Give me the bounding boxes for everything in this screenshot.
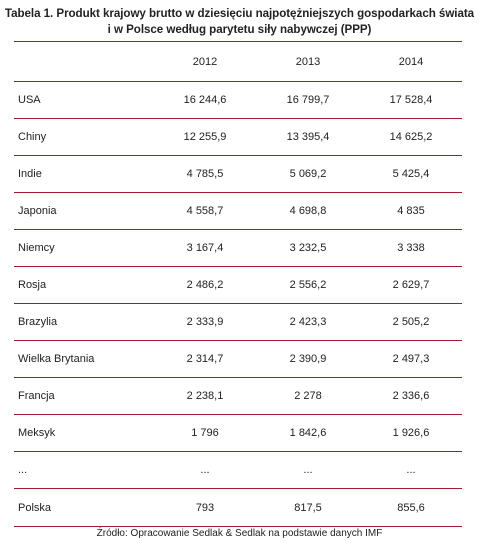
country-name: ... xyxy=(18,464,28,476)
country-name: USA xyxy=(18,94,41,106)
value-2012: 2 238,1 xyxy=(186,390,224,402)
country-name: Polska xyxy=(18,501,52,514)
value-2013: 2 556,2 xyxy=(289,279,327,291)
value-2013: 1 842,6 xyxy=(289,427,327,439)
table-row: Meksyk 1 796 1 842,6 1 926,6 xyxy=(14,415,462,452)
value-2013: 2 390,9 xyxy=(289,353,327,365)
gdp-table: 2012 2013 2014 USA 16 244,6 16 799,7 17 … xyxy=(14,41,462,527)
value-2013: 13 395,4 xyxy=(286,131,330,143)
value-2013: 5 069,2 xyxy=(289,168,327,180)
value-2014: 17 528,4 xyxy=(389,94,433,106)
value-2014: 3 338 xyxy=(397,242,425,254)
table-row: Wielka Brytania 2 314,7 2 390,9 2 497,3 xyxy=(14,341,462,378)
value-2014: 1 926,6 xyxy=(392,427,430,439)
source-note: Źródło: Opracowanie Sedlak & Sedlak na p… xyxy=(96,528,383,539)
value-2012: 2 333,9 xyxy=(186,316,224,328)
value-2013: 2 423,3 xyxy=(289,316,327,328)
table-title-line-2: i w Polsce według parytetu siły nabywcze… xyxy=(107,23,372,36)
value-2014: ... xyxy=(406,464,416,476)
table-row: Rosja 2 486,2 2 556,2 2 629,7 xyxy=(14,267,462,304)
header-cell-2013: 2013 xyxy=(295,55,321,68)
value-2012: 793 xyxy=(195,501,215,514)
table-row: Brazylia 2 333,9 2 423,3 2 505,2 xyxy=(14,304,462,341)
table-row: Polska 793 817,5 855,6 xyxy=(14,489,462,526)
table-row: Indie 4 785,5 5 069,2 5 425,4 xyxy=(14,156,462,193)
table-row: Chiny 12 255,9 13 395,4 14 625,2 xyxy=(14,119,462,156)
value-2013: ... xyxy=(303,464,313,476)
value-2012: 3 167,4 xyxy=(186,242,224,254)
value-2014: 14 625,2 xyxy=(389,131,433,143)
header-cell-2012: 2012 xyxy=(192,55,218,68)
country-name: Japonia xyxy=(18,205,57,217)
country-name: Meksyk xyxy=(18,427,56,439)
value-2013: 3 232,5 xyxy=(289,242,327,254)
value-2012: 12 255,9 xyxy=(183,131,227,143)
value-2013: 2 278 xyxy=(294,390,322,402)
country-name: Chiny xyxy=(18,131,47,143)
header-cell-2014: 2014 xyxy=(398,55,424,68)
table-row: Francja 2 238,1 2 278 2 336,6 xyxy=(14,378,462,415)
country-name: Rosja xyxy=(18,279,47,291)
value-2014: 855,6 xyxy=(397,501,425,514)
value-2013: 817,5 xyxy=(294,501,322,514)
value-2012: 4 785,5 xyxy=(186,168,224,180)
value-2012: 16 244,6 xyxy=(183,94,227,106)
value-2012: 1 796 xyxy=(191,427,219,439)
value-2014: 5 425,4 xyxy=(392,168,430,180)
country-name: Francja xyxy=(18,390,55,402)
table-row: USA 16 244,6 16 799,7 17 528,4 xyxy=(14,82,462,119)
value-2013: 4 698,8 xyxy=(289,205,327,217)
value-2014: 2 505,2 xyxy=(392,316,430,328)
country-name: Wielka Brytania xyxy=(18,353,95,365)
table-row: Japonia 4 558,7 4 698,8 4 835 xyxy=(14,193,462,230)
value-2014: 2 629,7 xyxy=(392,279,430,291)
table-title-line-1: Tabela 1. Produkt krajowy brutto w dzies… xyxy=(4,7,475,20)
value-2014: 2 336,6 xyxy=(392,390,430,402)
table-title: Tabela 1. Produkt krajowy brutto w dzies… xyxy=(4,6,475,38)
value-2013: 16 799,7 xyxy=(286,94,330,106)
country-name: Indie xyxy=(18,168,42,180)
value-2012: 4 558,7 xyxy=(186,205,224,217)
country-name: Niemcy xyxy=(18,242,55,254)
table-row: ... ... ... ... xyxy=(14,452,462,489)
country-name: Brazylia xyxy=(18,316,58,328)
value-2012: 2 314,7 xyxy=(186,353,224,365)
value-2012: 2 486,2 xyxy=(186,279,224,291)
value-2014: 2 497,3 xyxy=(392,353,430,365)
value-2012: ... xyxy=(200,464,210,476)
table-row: Niemcy 3 167,4 3 232,5 3 338 xyxy=(14,230,462,267)
value-2014: 4 835 xyxy=(397,205,425,217)
table-header-row: 2012 2013 2014 xyxy=(14,42,462,82)
